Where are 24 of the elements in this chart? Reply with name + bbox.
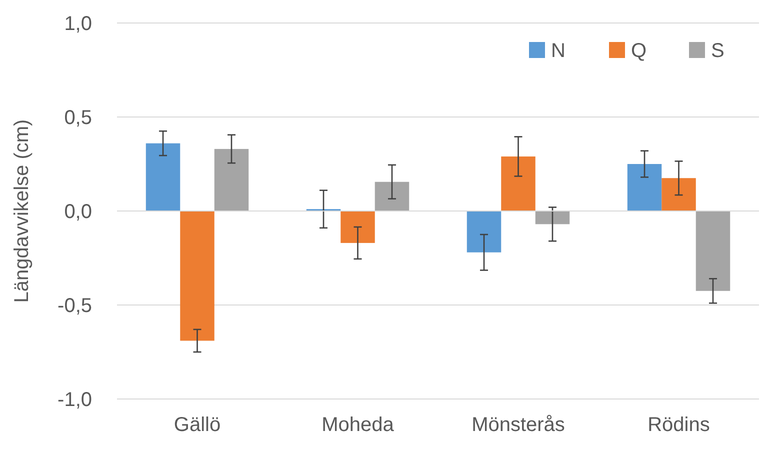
y-tick-label: 1,0	[64, 13, 92, 35]
legend-label: S	[711, 40, 724, 62]
y-tick-label: 0,5	[64, 107, 92, 129]
bar	[214, 148, 249, 211]
bar	[501, 156, 536, 211]
bar	[466, 211, 502, 252]
legend-label: N	[551, 40, 566, 62]
x-tick-label: Rödins	[648, 414, 710, 436]
bar	[696, 211, 730, 291]
y-tick-label: -0,5	[58, 295, 92, 317]
x-tick-label: Mönsterås	[472, 414, 565, 436]
bar	[662, 178, 696, 211]
x-tick-label: Gällö	[174, 414, 221, 436]
y-tick-label: 0,0	[64, 201, 92, 223]
bar	[146, 143, 180, 211]
bar	[340, 211, 375, 243]
bar	[627, 164, 662, 211]
legend-label: Q	[631, 40, 647, 62]
bar	[535, 211, 570, 224]
y-tick-label: -1,0	[58, 389, 92, 411]
bar	[180, 211, 214, 341]
bar	[374, 182, 410, 211]
y-axis-title: Längdavvikelse (cm)	[11, 119, 33, 303]
x-tick-label: Moheda	[322, 414, 395, 436]
